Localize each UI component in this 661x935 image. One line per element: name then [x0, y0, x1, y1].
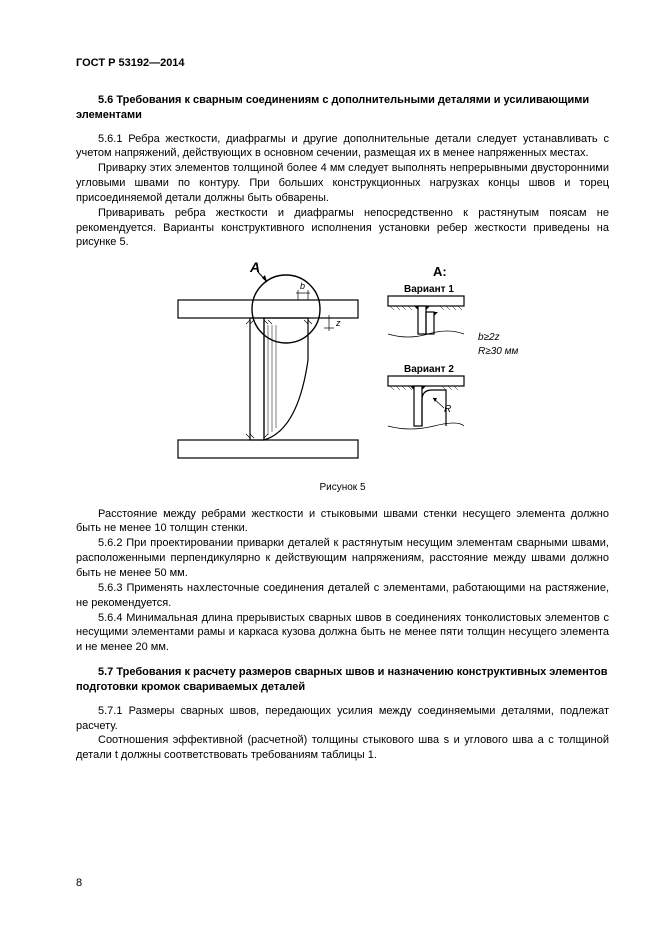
dim-z: z — [335, 318, 341, 328]
figure-left-ibeam: А b z — [178, 260, 358, 458]
para-5-6-1: 5.6.1 Ребра жесткости, диафрагмы и други… — [76, 132, 609, 162]
figure-5: А b z А: Вариант 1 — [76, 260, 609, 494]
note-R: R≥30 мм — [478, 346, 518, 357]
document-header: ГОСТ Р 53192—2014 — [76, 56, 609, 71]
para-5-6-3: 5.6.3 Применять нахлесточные соединения … — [76, 581, 609, 611]
para-after-fig-1: Расстояние между ребрами жесткости и сты… — [76, 507, 609, 537]
para-5-7-1b: Соотношения эффективной (расчетной) толщ… — [76, 733, 609, 763]
para-5-6-2: 5.6.2 При проектировании приварки детале… — [76, 536, 609, 581]
dim-b: b — [300, 281, 305, 291]
variant-1-label: Вариант 1 — [404, 284, 454, 295]
section-5-7-title: 5.7 Требования к расчету размеров сварны… — [76, 665, 609, 695]
label-A-colon: А: — [433, 264, 447, 279]
figure-variant-2: Вариант 2 R — [388, 364, 464, 429]
page-number: 8 — [76, 876, 82, 891]
figure-5-caption: Рисунок 5 — [76, 481, 609, 495]
note-b: b≥2z — [478, 332, 500, 343]
para-5-6-4: 5.6.4 Минимальная длина прерывистых свар… — [76, 611, 609, 656]
para-5-6-1b: Приварку этих элементов толщиной более 4… — [76, 161, 609, 206]
dim-R: R — [444, 404, 451, 415]
label-A: А — [249, 260, 260, 275]
variant-2-label: Вариант 2 — [404, 364, 454, 375]
para-5-7-1: 5.7.1 Размеры сварных швов, передающих у… — [76, 704, 609, 734]
section-5-6-title: 5.6 Требования к сварным соединениям с д… — [76, 93, 609, 123]
figure-variant-1: Вариант 1 — [388, 284, 464, 337]
para-5-6-1c: Приваривать ребра жесткости и диафрагмы … — [76, 206, 609, 251]
